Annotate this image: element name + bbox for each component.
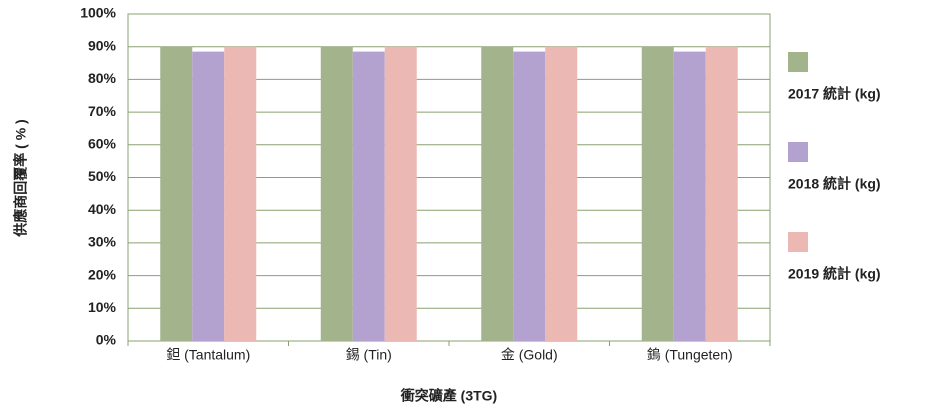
y-tick-label: 100% [80,5,116,21]
bar [160,46,193,341]
legend-label: 2017 統計 (kg) [788,86,881,102]
legend-swatch [788,52,808,72]
legend-swatch [788,142,808,162]
legend-label: 2018 統計 (kg) [788,176,881,192]
bar [673,51,706,341]
bar [641,46,674,341]
bar [545,46,578,341]
legend-label: 2019 統計 (kg) [788,266,881,282]
y-tick-label: 40% [88,201,117,217]
legend-swatch [788,232,808,252]
x-tick-label: 錫 (Tin) [346,347,392,363]
x-tick-label: 鎢 (Tungeten) [647,347,733,363]
x-axis-title: 衝突礦產 (3TG) [400,388,497,404]
bar [705,46,738,341]
y-tick-label: 60% [88,136,117,152]
bar [513,51,546,341]
bar [192,51,225,341]
bar [224,46,257,341]
bar [481,46,514,341]
y-tick-label: 90% [88,37,117,53]
y-tick-label: 0% [96,332,117,348]
bar [352,51,385,341]
y-tick-label: 30% [88,234,117,250]
y-tick-label: 50% [88,168,117,184]
x-tick-label: 鉭 (Tantalum) [166,347,250,363]
bar [384,46,417,341]
y-axis-title: 供應商回覆率 ( % ) [13,119,29,237]
y-tick-label: 80% [88,70,117,86]
y-tick-label: 10% [88,299,117,315]
bar [320,46,353,341]
y-tick-label: 20% [88,266,117,282]
y-tick-label: 70% [88,103,117,119]
x-tick-label: 金 (Gold) [501,347,558,363]
